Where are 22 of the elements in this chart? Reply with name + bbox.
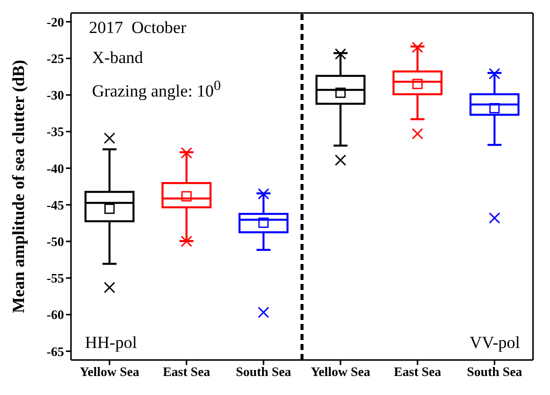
y-tick-label: -35 (46, 124, 64, 140)
y-tick-label: -20 (46, 14, 64, 30)
x-tick-label: East Sea (394, 364, 442, 380)
annotation: Grazing angle: 10$^{0}$ (92, 78, 221, 102)
x-tick-label: South Sea (236, 364, 292, 380)
y-tick-label: -40 (46, 160, 64, 176)
x-tick-label: Yellow Sea (310, 364, 371, 380)
y-tick-label: -50 (46, 234, 64, 250)
y-tick-label: -30 (46, 88, 64, 103)
y-axis-title: Mean amplitude of sea clutter (dB) (9, 60, 28, 314)
y-tick-label: -25 (46, 51, 64, 66)
y-tick-label: -55 (46, 270, 64, 286)
x-tick-label: Yellow Sea (80, 364, 140, 380)
y-tick-label: -65 (46, 344, 64, 359)
x-tick-label: South Sea (466, 364, 523, 380)
annotation: HH-pol (85, 333, 137, 353)
y-tick-label: -45 (46, 197, 64, 212)
annotation: 2017 October (89, 18, 186, 38)
x-tick-label: East Sea (162, 364, 211, 380)
y-tick-label: -60 (46, 307, 64, 322)
annotation: VV-pol (470, 333, 520, 353)
annotation: X-band (92, 48, 143, 68)
